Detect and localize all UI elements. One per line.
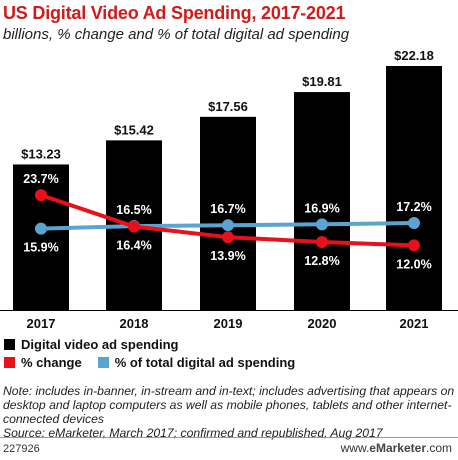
legend-swatch-pct-change xyxy=(4,357,15,368)
site-suffix: .com xyxy=(425,441,452,455)
label-pct-total-2020: 16.9% xyxy=(304,201,339,215)
legend-swatch-video-spending xyxy=(4,339,15,350)
label-pct-change-2018: 16.4% xyxy=(116,238,151,252)
legend-label-pct-total: % of total digital ad spending xyxy=(114,355,296,370)
point-pct-change-2017 xyxy=(35,189,47,202)
point-pct-total-2017 xyxy=(35,222,47,235)
point-pct-change-2020 xyxy=(316,235,328,248)
site-prefix: www. xyxy=(340,441,370,455)
legend-swatch-pct-total xyxy=(97,357,109,368)
bar-2019 xyxy=(200,116,256,311)
source-text: Source: eMarketer, March 2017; confirmed… xyxy=(3,426,383,440)
chart-id: 227926 xyxy=(3,443,40,455)
chart-note: Note: includes in-banner, in-stream and … xyxy=(3,384,455,440)
site-brand: eMarketer xyxy=(369,441,426,455)
chart-subtitle: billions, % change and % of total digita… xyxy=(3,26,350,43)
label-pct-change-2021: 12.0% xyxy=(396,257,431,271)
label-pct-change-2017: 23.7% xyxy=(23,172,58,186)
label-pct-change-2020: 12.8% xyxy=(304,254,339,268)
bar-label-2017: $13.23 xyxy=(21,146,61,161)
x-tick-2017: 2017 xyxy=(27,316,56,331)
legend-row-2: % change % of total digital ad spending xyxy=(4,355,295,370)
x-tick-2019: 2019 xyxy=(214,316,243,331)
point-pct-change-2019 xyxy=(222,231,234,244)
legend-label-pct-change: % change xyxy=(21,355,82,370)
x-tick-2021: 2021 xyxy=(400,316,429,331)
chart-canvas: $13.23 $15.42 $17.56 $19.81 $22.18 2017 2018 20… xyxy=(0,48,458,331)
bar-2017 xyxy=(13,164,69,310)
legend-label-video-spending: Digital video ad spending xyxy=(21,337,179,352)
site-link[interactable]: www.eMarketer.com xyxy=(341,441,452,455)
bar-label-2018: $15.42 xyxy=(114,122,154,137)
point-pct-total-2021 xyxy=(408,217,420,230)
label-pct-total-2019: 16.7% xyxy=(210,202,245,216)
bar-2020 xyxy=(294,92,350,310)
label-pct-total-2021: 17.2% xyxy=(396,200,431,214)
x-tick-2018: 2018 xyxy=(120,316,149,331)
footer-divider xyxy=(0,437,458,438)
bar-label-2019: $17.56 xyxy=(208,99,248,114)
point-pct-total-2019 xyxy=(222,219,234,232)
point-pct-total-2020 xyxy=(316,218,328,231)
label-pct-total-2017: 15.9% xyxy=(23,241,58,255)
note-text: Note: includes in-banner, in-stream and … xyxy=(3,384,455,426)
label-pct-change-2019: 13.9% xyxy=(210,249,245,263)
chart-title: US Digital Video Ad Spending, 2017-2021 xyxy=(3,3,346,23)
bar-label-2020: $19.81 xyxy=(302,74,342,89)
label-pct-total-2018: 16.5% xyxy=(116,203,151,217)
x-tick-2020: 2020 xyxy=(308,316,337,331)
point-pct-change-2018 xyxy=(128,220,140,233)
point-pct-change-2021 xyxy=(408,239,420,252)
bar-label-2021: $22.18 xyxy=(394,48,434,63)
legend-row-1: Digital video ad spending xyxy=(4,337,178,352)
bar-2021 xyxy=(386,66,442,310)
